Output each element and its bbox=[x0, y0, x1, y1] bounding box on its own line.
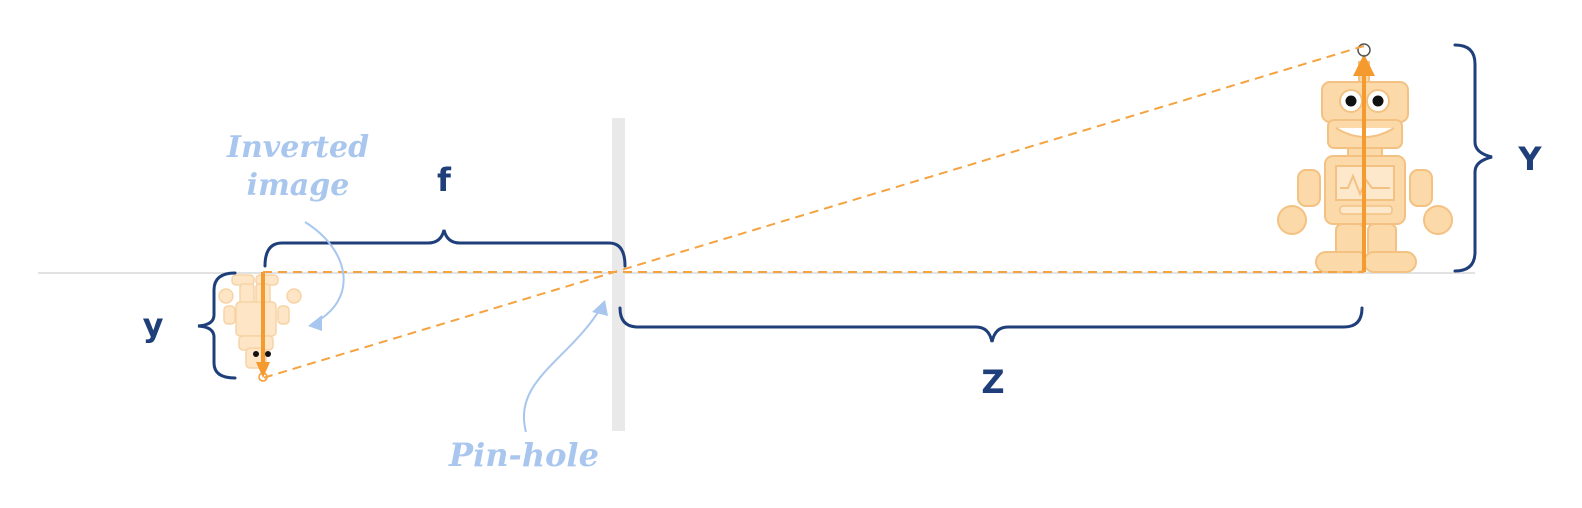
distance-brace bbox=[618, 306, 1364, 343]
focal-length-brace bbox=[263, 229, 627, 268]
inverted-image-pointer-head bbox=[308, 315, 322, 331]
object-top-point bbox=[1357, 43, 1371, 57]
pin-hole-label: Pin-hole bbox=[448, 436, 599, 474]
projection-ray-top bbox=[262, 45, 1365, 379]
inverted-image-label-line2: image bbox=[247, 168, 350, 203]
image-height-label: y bbox=[143, 306, 164, 344]
pinhole-pointer bbox=[523, 305, 603, 433]
inverted-image-label-line1: Inverted bbox=[226, 130, 369, 165]
inverted-image-pointer bbox=[304, 221, 345, 325]
distance-label: Z bbox=[981, 363, 1004, 401]
image-robot bbox=[218, 274, 302, 369]
image-robot-eye-right bbox=[265, 351, 271, 357]
image-robot-eye-left bbox=[253, 351, 259, 357]
object-height-label: Y bbox=[1517, 140, 1542, 178]
object-height-brace bbox=[1453, 43, 1493, 273]
object-arrow-head bbox=[1353, 54, 1375, 76]
image-height-brace bbox=[197, 271, 237, 380]
focal-length-label: f bbox=[437, 161, 452, 199]
pinhole-barrier bbox=[612, 118, 625, 431]
pinhole-pointer-head bbox=[592, 300, 608, 316]
image-arrow-head bbox=[256, 362, 270, 378]
